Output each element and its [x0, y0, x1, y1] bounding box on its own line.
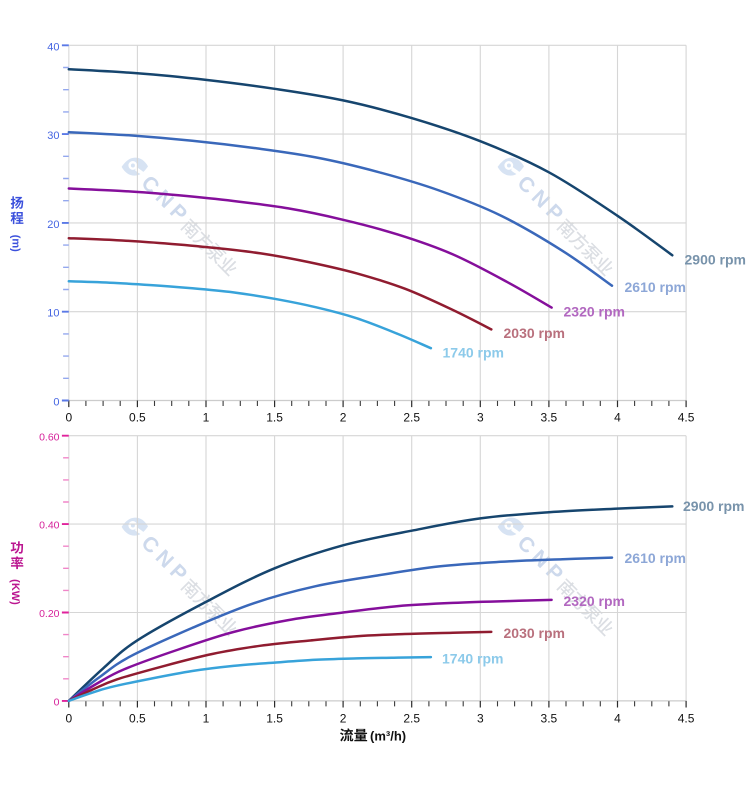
svg-text:3.5: 3.5	[541, 711, 558, 725]
svg-text:2.5: 2.5	[403, 711, 420, 725]
svg-text:3: 3	[477, 410, 484, 424]
svg-text:4.5: 4.5	[678, 711, 695, 725]
svg-text:1: 1	[203, 410, 210, 424]
svg-text:10: 10	[47, 308, 59, 320]
svg-text:1740 rpm: 1740 rpm	[442, 651, 503, 667]
svg-text:40: 40	[47, 41, 59, 53]
svg-text:2610 rpm: 2610 rpm	[625, 550, 686, 566]
svg-text:3: 3	[477, 711, 484, 725]
svg-text:2030 rpm: 2030 rpm	[504, 625, 565, 641]
svg-text:3.5: 3.5	[541, 410, 558, 424]
svg-text:0.5: 0.5	[129, 711, 146, 725]
svg-text:0.5: 0.5	[129, 410, 146, 424]
svg-text:2320 rpm: 2320 rpm	[564, 304, 625, 320]
svg-text:4: 4	[614, 410, 621, 424]
svg-text:1.5: 1.5	[266, 711, 283, 725]
svg-text:1.5: 1.5	[266, 410, 283, 424]
svg-text:0.60: 0.60	[39, 431, 60, 443]
svg-text:0.20: 0.20	[39, 608, 60, 620]
svg-text:0: 0	[53, 397, 59, 409]
svg-text:0: 0	[65, 410, 72, 424]
svg-text:(KW): (KW)	[9, 579, 21, 605]
svg-text:(m): (m)	[10, 235, 22, 252]
svg-text:0.40: 0.40	[39, 520, 60, 532]
svg-text:20: 20	[47, 219, 59, 231]
svg-text:1740 rpm: 1740 rpm	[443, 345, 504, 361]
svg-text:0: 0	[54, 697, 60, 709]
svg-text:2: 2	[340, 410, 347, 424]
svg-text:4.5: 4.5	[678, 410, 695, 424]
svg-text:2.5: 2.5	[403, 410, 420, 424]
svg-text:2: 2	[340, 711, 347, 725]
svg-text:2030 rpm: 2030 rpm	[504, 325, 565, 341]
svg-text:0: 0	[65, 711, 72, 725]
svg-text:1: 1	[203, 711, 210, 725]
svg-text:2320 rpm: 2320 rpm	[564, 593, 625, 609]
svg-text:30: 30	[47, 130, 59, 142]
svg-text:2610 rpm: 2610 rpm	[625, 279, 686, 295]
svg-text:(m³/h): (m³/h)	[370, 729, 406, 744]
svg-text:2900 rpm: 2900 rpm	[683, 498, 744, 514]
svg-text:2900 rpm: 2900 rpm	[685, 252, 746, 268]
svg-text:4: 4	[614, 711, 621, 725]
